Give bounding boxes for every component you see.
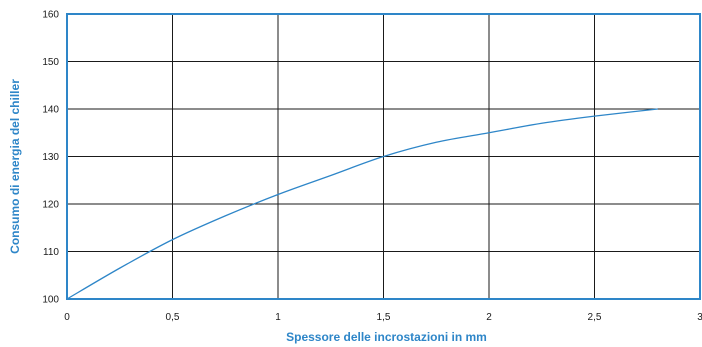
plot-frame — [66, 13, 701, 300]
grid — [67, 14, 700, 299]
y-tick-label: 110 — [43, 247, 59, 258]
x-tick-label: 2 — [486, 312, 492, 323]
x-tick-label: 1,5 — [377, 312, 391, 323]
y-tick-labels: 100 110 120 130 140 150 160 — [42, 10, 59, 306]
y-tick-label: 120 — [42, 200, 59, 211]
y-tick-label: 140 — [42, 105, 59, 116]
series-line — [66, 108, 658, 300]
y-tick-label: 100 — [42, 295, 59, 306]
y-axis-title: Consumo di energia del chiller — [8, 79, 22, 254]
x-tick-label: 0,5 — [166, 312, 180, 323]
y-tick-label: 160 — [42, 10, 59, 21]
x-tick-labels: 0 0,5 1 1,5 2 2,5 3 — [64, 312, 702, 323]
y-tick-label: 130 — [42, 152, 59, 163]
series-group — [66, 108, 658, 300]
x-tick-label: 0 — [64, 312, 70, 323]
x-tick-label: 1 — [275, 312, 281, 323]
x-axis-title: Spessore delle incrostazioni in mm — [286, 330, 487, 344]
x-tick-label: 3 — [697, 312, 702, 323]
x-tick-label: 2,5 — [588, 312, 602, 323]
y-tick-label: 150 — [42, 57, 59, 68]
